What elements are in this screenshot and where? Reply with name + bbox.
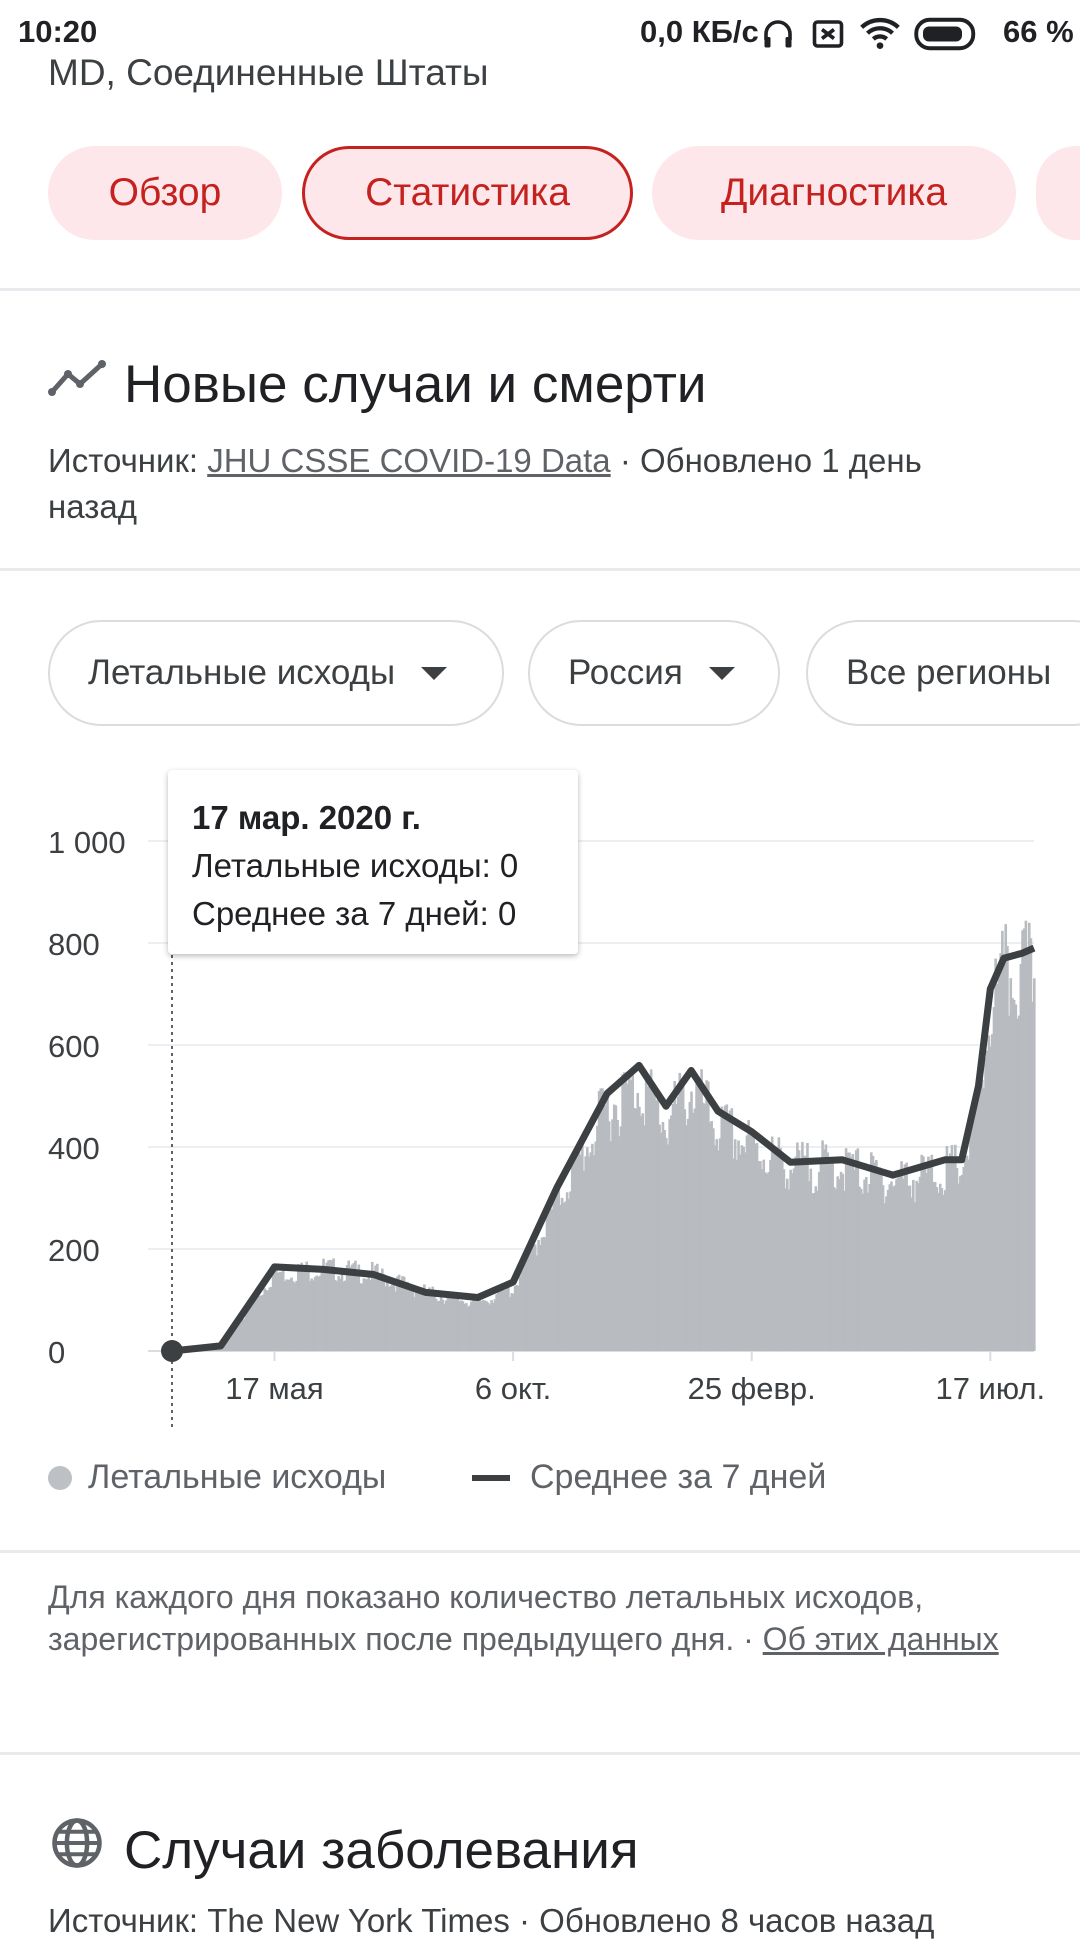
- divider: [0, 1550, 1080, 1553]
- footnote-sep: ·: [734, 1621, 762, 1657]
- divider: [0, 1752, 1080, 1755]
- country-dropdown-label: Россия: [568, 653, 683, 693]
- chevron-down-icon: [709, 667, 735, 680]
- y-tick-label: 600: [48, 1029, 100, 1064]
- legend-label-average: Среднее за 7 дней: [530, 1458, 826, 1497]
- source-link[interactable]: JHU CSSE COVID-19 Data: [207, 442, 610, 479]
- region-dropdown[interactable]: Все регионы: [806, 620, 1080, 726]
- tooltip-deaths: Летальные исходы: 0: [192, 842, 554, 890]
- country-dropdown[interactable]: Россия: [528, 620, 780, 726]
- metric-dropdown[interactable]: Летальные исходы: [48, 620, 504, 726]
- tab-diagnostics[interactable]: Диагностика: [652, 146, 1016, 240]
- x-tick-label: 17 июл.: [935, 1371, 1045, 1406]
- legend-line: [472, 1475, 510, 1481]
- chevron-down-icon: [421, 667, 447, 680]
- tooltip-date: 17 мар. 2020 г.: [192, 794, 554, 842]
- legend-item-deaths: Летальные исходы: [48, 1458, 386, 1497]
- section2-title: Случаи заболевания: [124, 1820, 639, 1881]
- battery-icon: [914, 17, 980, 51]
- tab-more[interactable]: [1036, 146, 1080, 240]
- x-tick-label: 25 февр.: [688, 1371, 816, 1406]
- y-tick-label: 400: [48, 1131, 100, 1166]
- section2-source: Источник: The New York Times · Обновлено…: [48, 1898, 934, 1944]
- source-prefix: Источник:: [48, 442, 207, 479]
- footnote: Для каждого дня показано количество лета…: [48, 1576, 1028, 1660]
- source-line: Источник: JHU CSSE COVID-19 Data · Обнов…: [48, 438, 1008, 530]
- divider: [0, 288, 1080, 291]
- bar: [1033, 978, 1036, 1351]
- wifi-icon: [860, 16, 900, 52]
- legend-item-average: Среднее за 7 дней: [472, 1458, 826, 1497]
- globe-icon: [50, 1816, 104, 1870]
- divider: [0, 568, 1080, 571]
- trend-icon: [48, 358, 106, 398]
- legend-dot: [48, 1466, 72, 1490]
- hover-point: [161, 1340, 183, 1362]
- region-dropdown-label: Все регионы: [846, 653, 1051, 693]
- tab-overview[interactable]: Обзор: [48, 146, 282, 240]
- section-title: Новые случаи и смерти: [124, 354, 706, 415]
- tooltip-avg: Среднее за 7 дней: 0: [192, 890, 554, 938]
- status-time: 10:20: [18, 14, 97, 50]
- about-data-link[interactable]: Об этих данных: [763, 1621, 999, 1657]
- network-speed: 0,0 КБ/с: [640, 14, 759, 50]
- tab-statistics[interactable]: Статистика: [302, 146, 633, 240]
- battery-percent: 66 %: [1003, 14, 1074, 50]
- sim-off-icon: [810, 16, 846, 52]
- chart-tooltip: 17 мар. 2020 г. Летальные исходы: 0 Сред…: [168, 770, 578, 954]
- y-tick-label: 0: [48, 1335, 65, 1370]
- y-tick-label: 800: [48, 927, 100, 962]
- y-tick-label: 200: [48, 1233, 100, 1268]
- y-tick-label: 1 000: [48, 825, 126, 860]
- x-tick-label: 17 мая: [225, 1371, 323, 1406]
- legend-label-deaths: Летальные исходы: [88, 1458, 386, 1497]
- location-label: MD, Соединенные Штаты: [48, 52, 489, 94]
- x-tick-label: 6 окт.: [475, 1371, 551, 1406]
- metric-dropdown-label: Летальные исходы: [88, 653, 395, 693]
- headphones-icon: [760, 16, 796, 52]
